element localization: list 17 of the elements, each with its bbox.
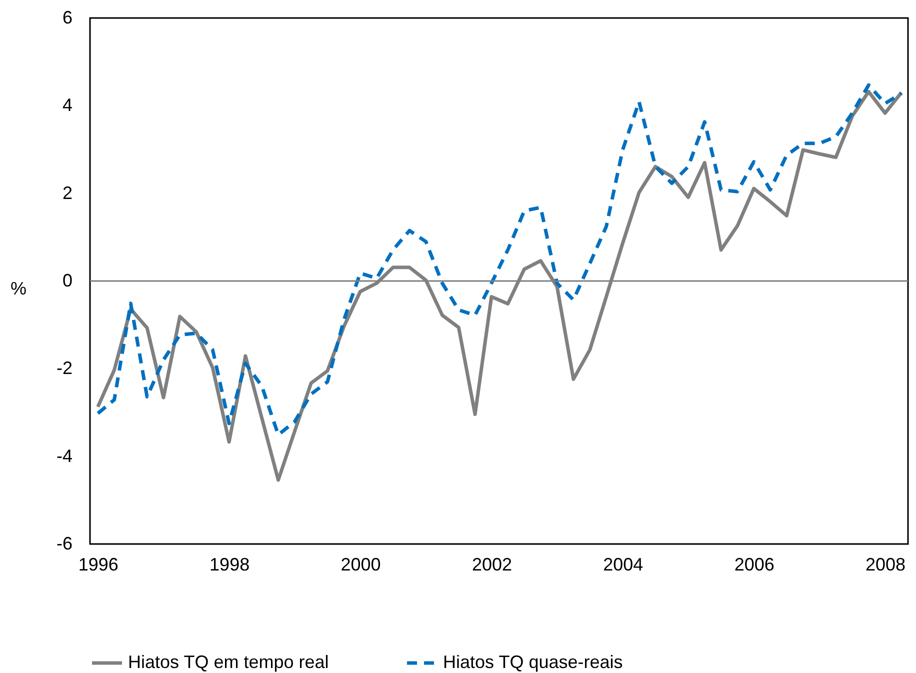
x-tick-label: 1996 [78,554,118,574]
y-tick-label: 0 [62,270,72,290]
y-tick-label: -6 [56,534,72,554]
y-tick-label: -2 [56,358,72,378]
legend-label: Hiatos TQ em tempo real [128,652,329,672]
y-tick-label: -4 [56,446,72,466]
legend-label: Hiatos TQ quase-reais [443,652,623,672]
x-tick-label: 2004 [603,554,644,574]
x-tick-label: 2006 [734,554,774,574]
x-tick-label: 2000 [340,554,381,574]
y-axis-title: % [10,278,27,298]
y-tick-label: 2 [62,182,72,203]
x-tick-label: 2002 [472,554,512,574]
x-tick-label: 2008 [866,554,906,574]
y-tick-label: 4 [62,95,72,116]
x-tick-label: 1998 [210,554,250,574]
y-tick-label: 6 [62,8,72,28]
